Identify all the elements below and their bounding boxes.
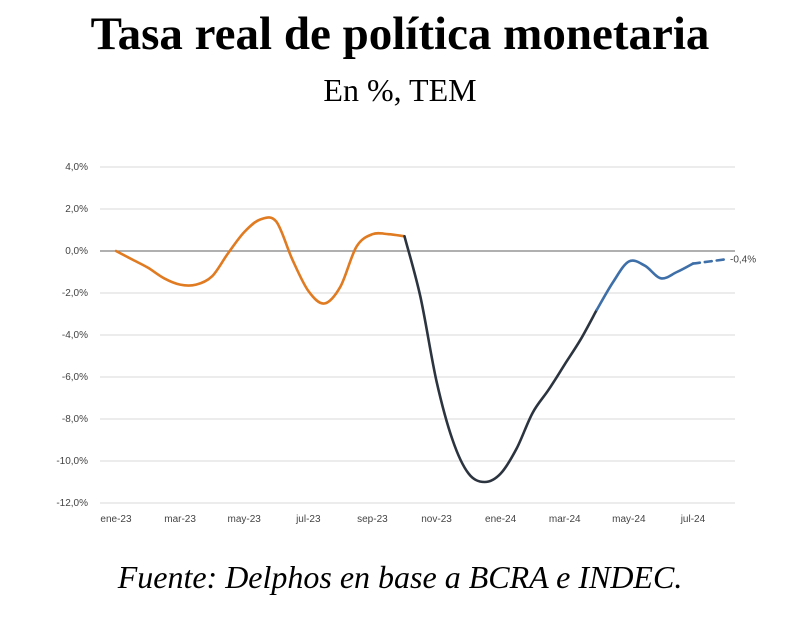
x-tick-label: sep-23 xyxy=(357,514,388,525)
series-line-pre-change xyxy=(114,216,406,305)
x-tick-label: may-23 xyxy=(228,514,262,525)
series-line-post-change xyxy=(403,235,599,484)
chart-subtitle: En %, TEM xyxy=(323,72,477,108)
y-tick-label: -4,0% xyxy=(62,330,88,341)
y-tick-label: -2,0% xyxy=(62,288,88,299)
x-tick-label: jul-24 xyxy=(680,514,706,525)
x-tick-label: mar-23 xyxy=(164,514,196,525)
y-tick-label: -8,0% xyxy=(62,414,88,425)
series-line-recent xyxy=(595,259,695,312)
x-tick-label: jul-23 xyxy=(295,514,321,525)
x-tick-label: ene-24 xyxy=(485,514,517,525)
y-tick-label: 0,0% xyxy=(65,246,88,257)
y-tick-label: 2,0% xyxy=(65,204,88,215)
x-tick-label: ene-23 xyxy=(100,514,132,525)
chart-title: Tasa real de política monetaria xyxy=(90,8,710,60)
y-tick-label: 4,0% xyxy=(65,162,88,173)
source-note: Fuente: Delphos en base a BCRA e INDEC. xyxy=(117,559,683,595)
x-tick-label: mar-24 xyxy=(549,514,581,525)
y-tick-label: -10,0% xyxy=(56,456,88,467)
end-value-label: -0,4% xyxy=(730,254,756,265)
x-tick-label: nov-23 xyxy=(421,514,452,525)
y-tick-label: -6,0% xyxy=(62,372,88,383)
x-tick-label: may-24 xyxy=(612,514,646,525)
series-line-estimate xyxy=(691,258,727,265)
y-tick-label: -12,0% xyxy=(56,498,88,509)
